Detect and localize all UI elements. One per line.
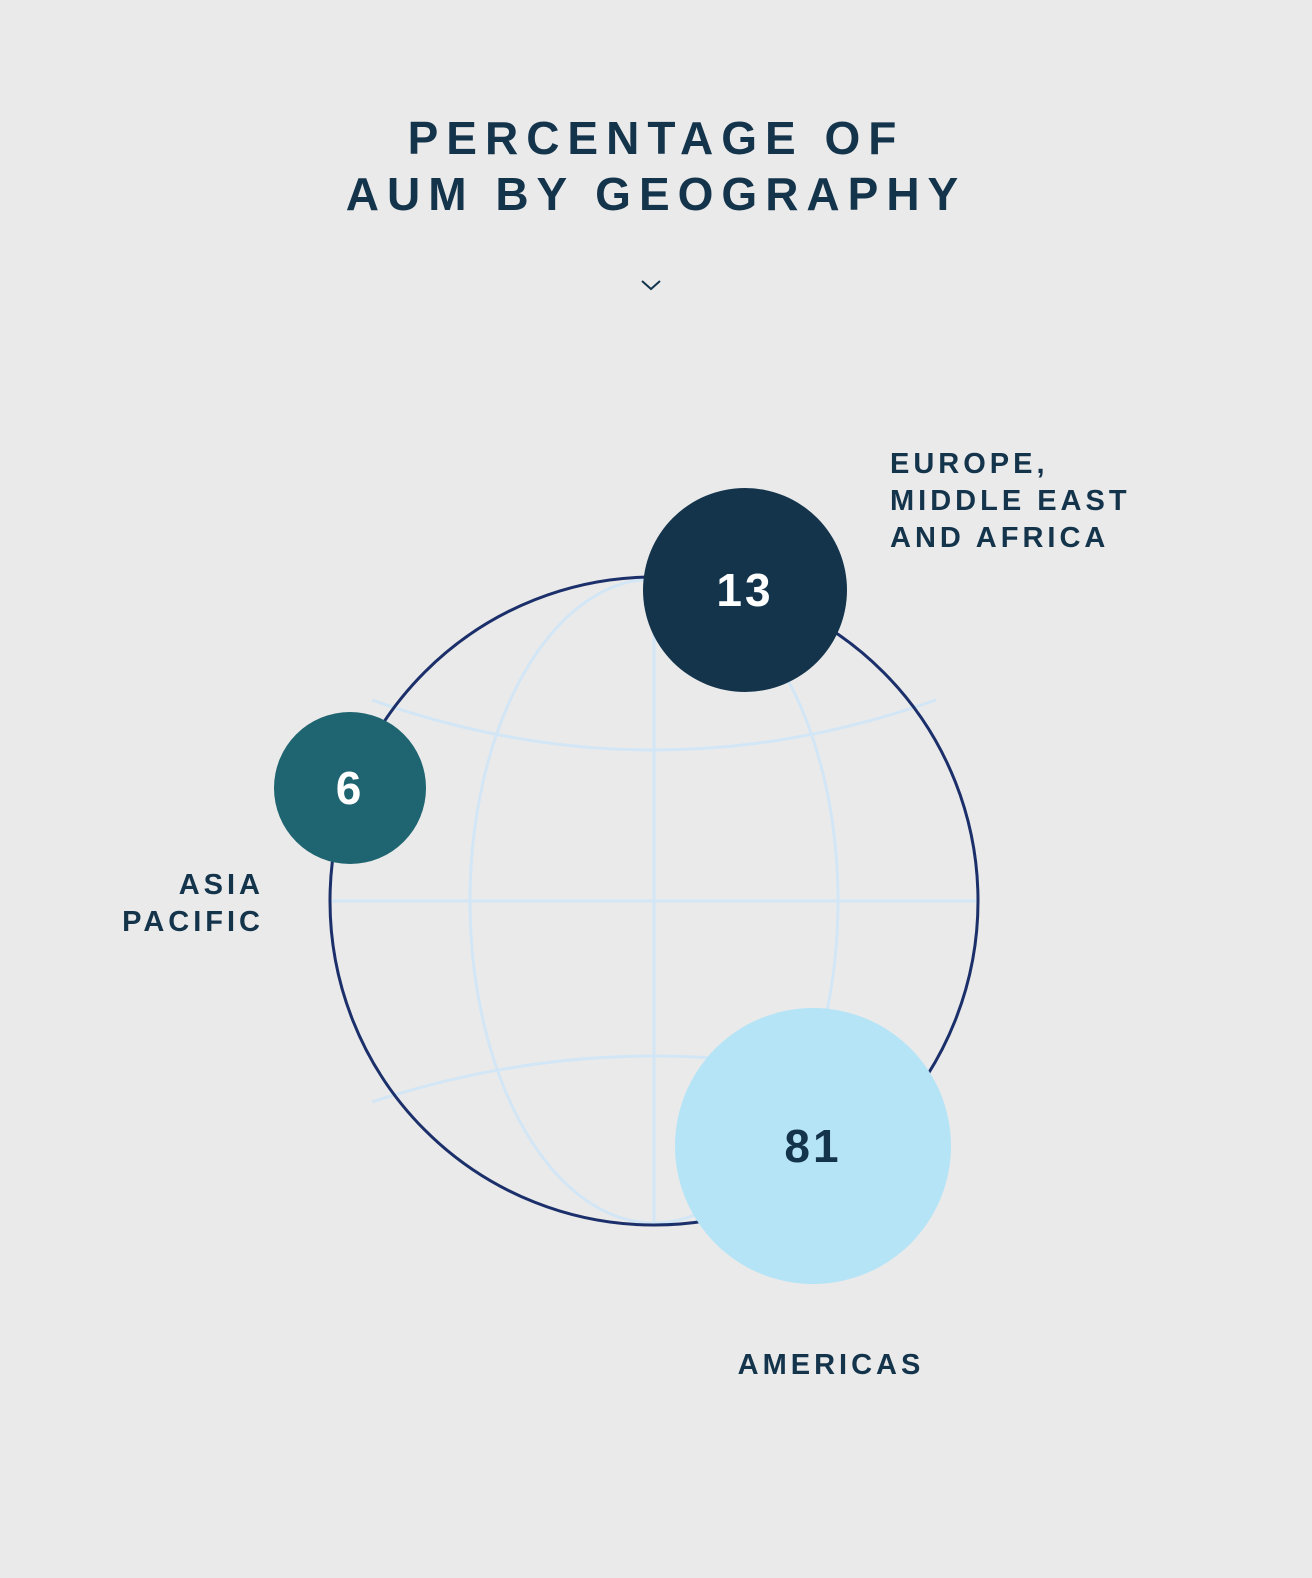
chart-title-line-2: AUM BY GEOGRAPHY — [345, 168, 967, 220]
chart-title-line-1: PERCENTAGE OF — [407, 112, 905, 164]
region-label-line: ASIA — [179, 869, 264, 901]
bubble-value-asia-pacific: 6 — [336, 762, 365, 814]
region-label-europe-middle-east-and-africa: EUROPE, MIDDLE EAST AND AFRICA — [890, 448, 1131, 554]
region-label-line: EUROPE, — [890, 448, 1049, 480]
bubble-value-europe-middle-east-and-africa: 13 — [716, 564, 773, 616]
region-label-line: AND AFRICA — [890, 522, 1109, 554]
bubble-americas — [675, 1008, 951, 1284]
region-label-americas: AMERICAS — [738, 1349, 925, 1381]
chart-title: PERCENTAGE OF AUM BY GEOGRAPHY — [0, 110, 1304, 222]
region-label-line: MIDDLE EAST — [890, 485, 1131, 517]
bubble-asia-pacific — [274, 712, 426, 864]
region-label-asia-pacific: ASIA PACIFIC — [122, 869, 264, 938]
bubble-value-americas: 81 — [784, 1120, 841, 1172]
chevron-down-icon[interactable] — [640, 278, 662, 292]
region-label-line: PACIFIC — [122, 906, 264, 938]
globe-parallel-north — [371, 698, 937, 752]
bubble-europe-middle-east-and-africa — [643, 488, 847, 692]
region-label-line: AMERICAS — [738, 1349, 925, 1381]
